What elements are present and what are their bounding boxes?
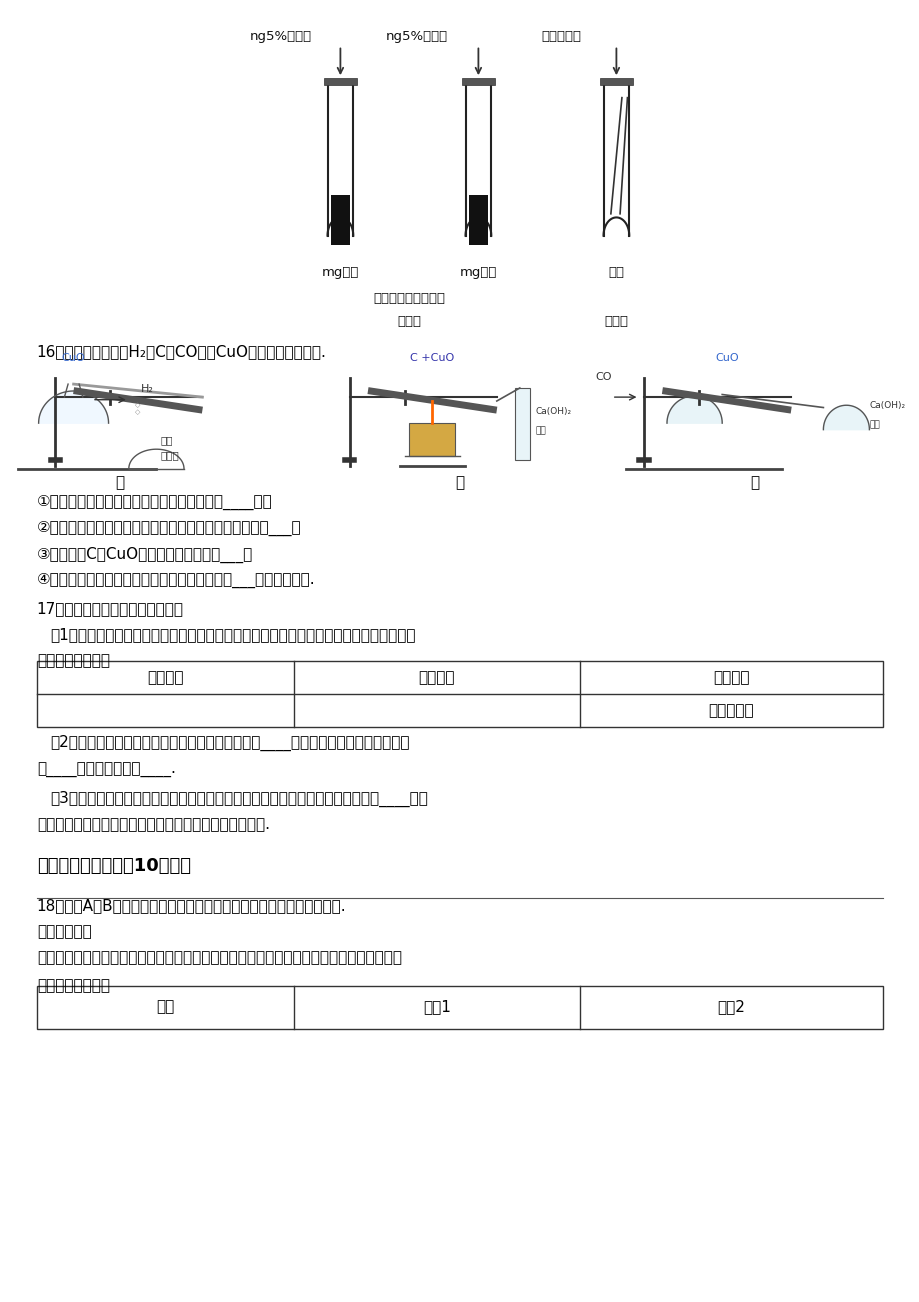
Polygon shape bbox=[39, 391, 108, 423]
Text: 18．现有A、B两种银白色的金属，某同学想要探究这两种金属的活动性.: 18．现有A、B两种银白色的金属，某同学想要探究这两种金属的活动性. bbox=[37, 898, 346, 914]
Bar bbox=[515, 388, 529, 460]
Text: 实验现象: 实验现象 bbox=[418, 671, 455, 685]
Polygon shape bbox=[323, 78, 357, 85]
Polygon shape bbox=[461, 78, 494, 85]
Polygon shape bbox=[331, 195, 349, 245]
Text: 无水: 无水 bbox=[161, 435, 174, 445]
Text: 实验步骤: 实验步骤 bbox=[147, 671, 184, 685]
Text: （2）写出上述反应中镁与酸反应的化学反应方程式____，该反应属于基本反应类型中: （2）写出上述反应中镁与酸反应的化学反应方程式____，该反应属于基本反应类型中 bbox=[51, 734, 410, 750]
Text: 操作与现象如表：: 操作与现象如表： bbox=[37, 978, 109, 993]
Text: mg锌片: mg锌片 bbox=[322, 266, 358, 279]
Text: 试管2: 试管2 bbox=[717, 1000, 744, 1014]
Text: H₂: H₂ bbox=[141, 384, 153, 395]
Polygon shape bbox=[823, 405, 868, 430]
Text: 的____，反应的实质是____.: 的____，反应的实质是____. bbox=[37, 763, 176, 779]
Text: ③装置乙中C和CuO反应的化学方程式为___；: ③装置乙中C和CuO反应的化学方程式为___； bbox=[37, 547, 253, 562]
Bar bbox=[37, 986, 882, 1029]
Text: 实验结论: 实验结论 bbox=[712, 671, 749, 685]
Text: mg铁片: mg铁片 bbox=[460, 266, 496, 279]
Text: 成下列实验报告：: 成下列实验报告： bbox=[37, 654, 109, 669]
Text: ng5%稀盐酸: ng5%稀盐酸 bbox=[385, 30, 448, 43]
Text: 取大小相同的两块金属，用砂纸打磨光亮，分别放入两支试管中再加入等量的同种稀盐酸，: 取大小相同的两块金属，用砂纸打磨光亮，分别放入两支试管中再加入等量的同种稀盐酸， bbox=[37, 950, 402, 966]
Bar bbox=[409, 423, 455, 456]
Text: 16．用以下装置进行H₂、C、CO还原CuO的实验并检验产物.: 16．用以下装置进行H₂、C、CO还原CuO的实验并检验产物. bbox=[37, 344, 326, 359]
Text: 乙: 乙 bbox=[455, 475, 464, 491]
Text: （3）从原子结构的角度分析，金属原子在化学反应变化中都容易失去电子是因为____，但: （3）从原子结构的角度分析，金属原子在化学反应变化中都容易失去电子是因为____… bbox=[51, 790, 428, 806]
Text: 是不同原子失去电子的能力不同，因此金属的活动性不同.: 是不同原子失去电子的能力不同，因此金属的活动性不同. bbox=[37, 818, 269, 833]
Text: 甲: 甲 bbox=[115, 475, 124, 491]
Text: Ca(OH)₂: Ca(OH)₂ bbox=[868, 401, 904, 410]
Text: ①上述装置都可观察到的现象是黑色固体变成____色；: ①上述装置都可观察到的现象是黑色固体变成____色； bbox=[37, 495, 272, 510]
Text: （1）请利用金属能与酸反应的性质，自选仪器和药品，探究金属镁、锌的活动性强弱，完: （1）请利用金属能与酸反应的性质，自选仪器和药品，探究金属镁、锌的活动性强弱，完 bbox=[51, 628, 415, 643]
Text: 实验二: 实验二 bbox=[604, 315, 628, 328]
Text: 试管1: 试管1 bbox=[423, 1000, 450, 1014]
Bar bbox=[37, 661, 882, 727]
Text: （二者表面积相同）: （二者表面积相同） bbox=[373, 292, 445, 305]
Text: Ca(OH)₂: Ca(OH)₂ bbox=[535, 408, 571, 417]
Text: 溶液: 溶液 bbox=[868, 421, 879, 430]
Text: CuO: CuO bbox=[714, 353, 738, 363]
Text: 实验: 实验 bbox=[156, 1000, 175, 1014]
Polygon shape bbox=[666, 396, 721, 423]
Text: CO: CO bbox=[595, 372, 611, 383]
Text: 硫酸铜: 硫酸铜 bbox=[161, 450, 179, 461]
Text: 镁比锤活泼: 镁比锤活泼 bbox=[708, 703, 754, 717]
Polygon shape bbox=[469, 195, 487, 245]
Text: 硫酸铜溶液: 硫酸铜溶液 bbox=[540, 30, 581, 43]
Text: ④装置丙中的实验不能在装置甲中进行的原因是___（仅答两点）.: ④装置丙中的实验不能在装置甲中进行的原因是___（仅答两点）. bbox=[37, 573, 315, 589]
Polygon shape bbox=[599, 78, 632, 85]
Text: 铁丝: 铁丝 bbox=[607, 266, 624, 279]
Text: ng5%稀硫酸: ng5%稀硫酸 bbox=[249, 30, 312, 43]
Text: 溶液: 溶液 bbox=[535, 427, 546, 436]
Text: 实验一: 实验一 bbox=[397, 315, 421, 328]
Text: CuO: CuO bbox=[62, 353, 85, 363]
Text: ②用装置甲进行实验，要先通一会儿氢气再加热的原因是___；: ②用装置甲进行实验，要先通一会儿氢气再加热的原因是___； bbox=[37, 521, 301, 536]
Text: 17．探究金属镁、锌的活动性强弱: 17．探究金属镁、锌的活动性强弱 bbox=[37, 602, 184, 617]
Text: 【设计实验】: 【设计实验】 bbox=[37, 924, 92, 940]
Text: ◇
◇: ◇ ◇ bbox=[135, 402, 141, 415]
Text: 三．实验探究题（共10小题）: 三．实验探究题（共10小题） bbox=[37, 857, 190, 875]
Text: C +CuO: C +CuO bbox=[410, 353, 454, 363]
Text: 丙: 丙 bbox=[749, 475, 758, 491]
